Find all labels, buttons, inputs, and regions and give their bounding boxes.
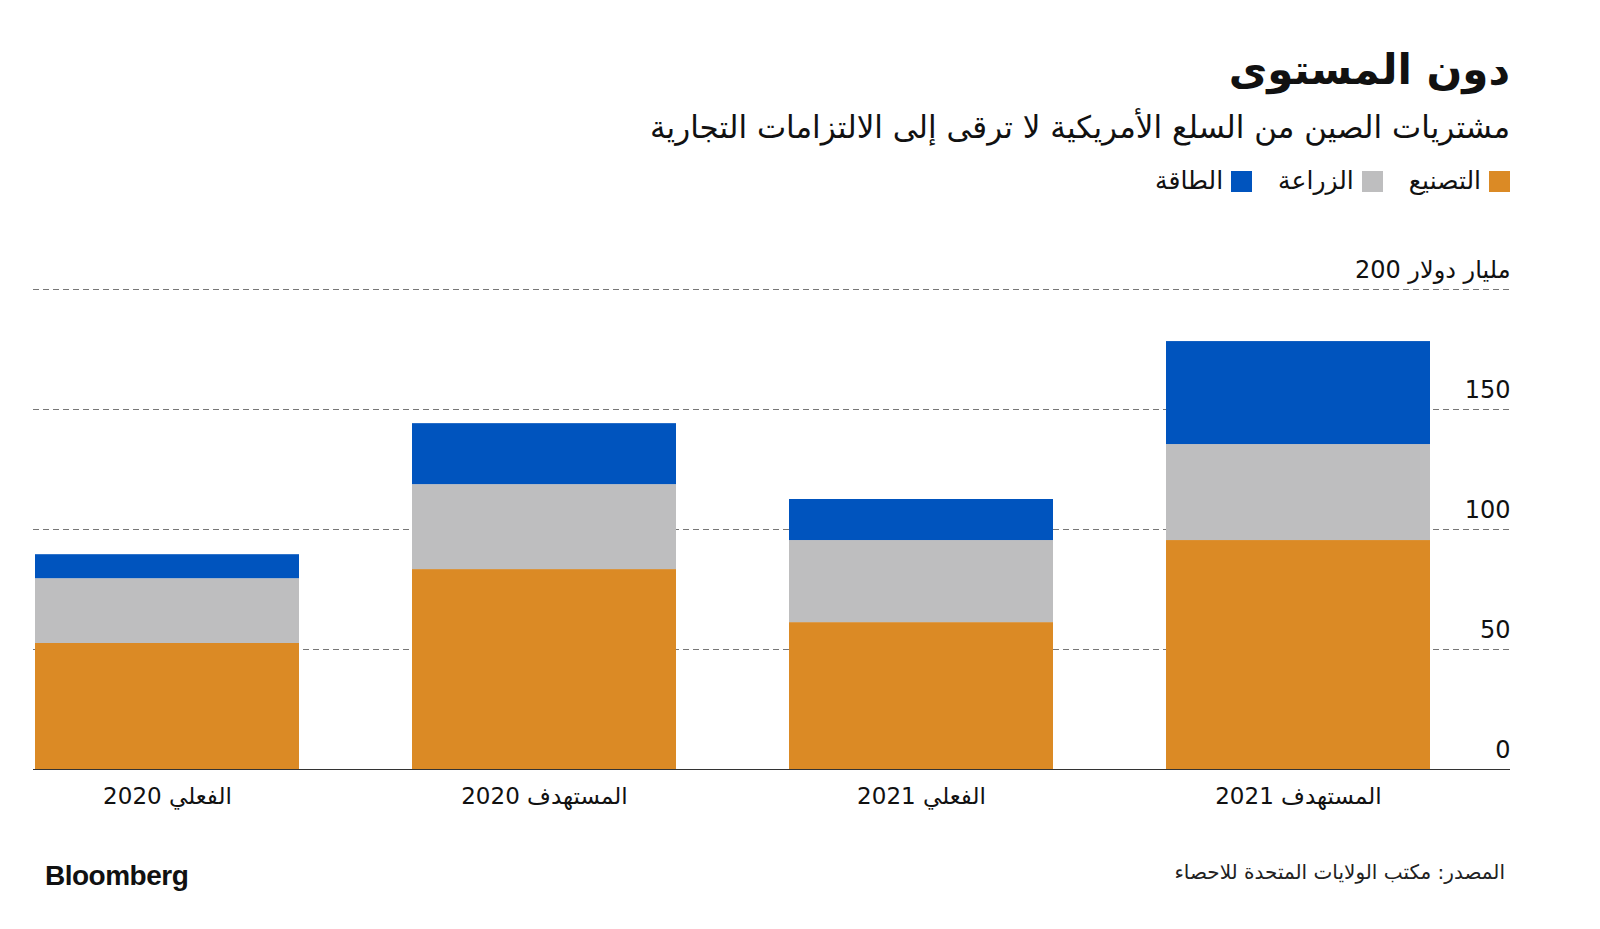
html-text:الزراعة: الزراعة bbox=[1278, 166, 1354, 195]
svg-text:الفعلي 2021: الفعلي 2021 bbox=[857, 783, 986, 810]
html-text:المصدر: مكتب الولايات المتحدة: المصدر: مكتب الولايات المتحدة للاحصاء bbox=[1174, 860, 1505, 884]
svg-text:100: 100 bbox=[1465, 496, 1511, 524]
svg-text:0: 0 bbox=[1495, 736, 1510, 764]
html-text:Bloomberg: Bloomberg bbox=[45, 860, 189, 891]
html-text:الطاقة: الطاقة bbox=[1155, 166, 1224, 195]
svg-text:المستهدف 2020: المستهدف 2020 bbox=[461, 783, 628, 810]
html-text:دون المستوى: دون المستوى bbox=[1228, 45, 1510, 94]
svg-text:200 مليار دولار: 200 مليار دولار bbox=[1355, 256, 1511, 284]
svg-text:المستهدف 2021: المستهدف 2021 bbox=[1215, 783, 1382, 810]
svg-text:150: 150 bbox=[1465, 376, 1511, 404]
svg-text:الفعلي 2020: الفعلي 2020 bbox=[103, 783, 232, 810]
html-text:مشتريات الصين من السلع الأمريك: مشتريات الصين من السلع الأمريكية لا ترقى… bbox=[649, 109, 1510, 145]
html-text:التصنيع: التصنيع bbox=[1408, 166, 1481, 195]
svg-text:50: 50 bbox=[1480, 616, 1511, 644]
